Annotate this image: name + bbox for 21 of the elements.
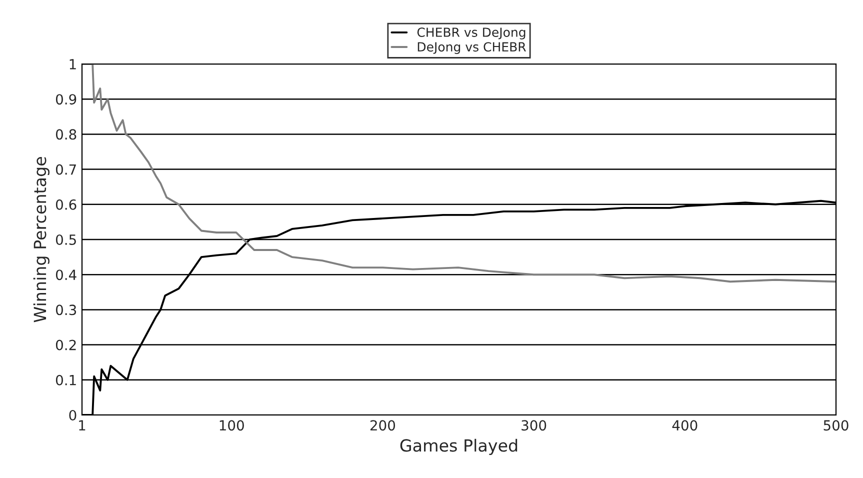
legend-label: CHEBR vs DeJong: [417, 28, 526, 40]
x-tick-label: 400: [672, 420, 698, 431]
y-axis-title: Winning Percentage: [33, 157, 50, 322]
x-tick-label: 100: [220, 420, 244, 431]
x-tick-label: 200: [370, 420, 396, 431]
x-tick-label: 1: [79, 420, 86, 430]
legend-label: DeJong vs CHEBR: [418, 42, 526, 54]
y-tick-label: 0.5: [56, 234, 76, 245]
y-tick-label: 0.8: [56, 129, 76, 140]
y-tick-label: 0.4: [56, 270, 76, 280]
x-tick-label: 500: [824, 420, 848, 431]
y-tick-label: 0.7: [56, 164, 76, 175]
x-tick-label: 300: [522, 420, 546, 431]
y-tick-label: 1: [70, 59, 76, 70]
y-tick-label: 0.3: [56, 304, 76, 316]
y-tick-label: 0.6: [56, 199, 76, 210]
y-tick-label: 0: [69, 410, 76, 420]
y-tick-label: 0.9: [56, 94, 76, 105]
y-tick-label: 0.1: [56, 374, 76, 386]
x-axis-title: Games Played: [400, 438, 518, 455]
y-tick-label: 0.2: [56, 340, 76, 350]
